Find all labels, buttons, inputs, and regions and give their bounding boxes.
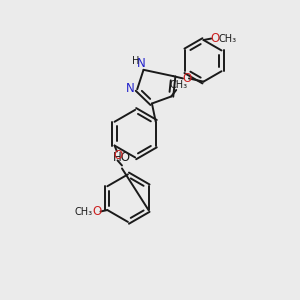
Text: O: O [182, 72, 191, 85]
Text: CH₃: CH₃ [169, 80, 188, 90]
Text: N: N [137, 57, 146, 70]
Text: CH₃: CH₃ [75, 207, 93, 217]
Text: N: N [126, 82, 135, 95]
Text: HO: HO [113, 151, 131, 164]
Text: O: O [92, 205, 102, 218]
Text: CH₃: CH₃ [218, 34, 236, 44]
Text: O: O [113, 149, 122, 162]
Text: O: O [210, 32, 219, 45]
Text: H: H [132, 56, 140, 66]
